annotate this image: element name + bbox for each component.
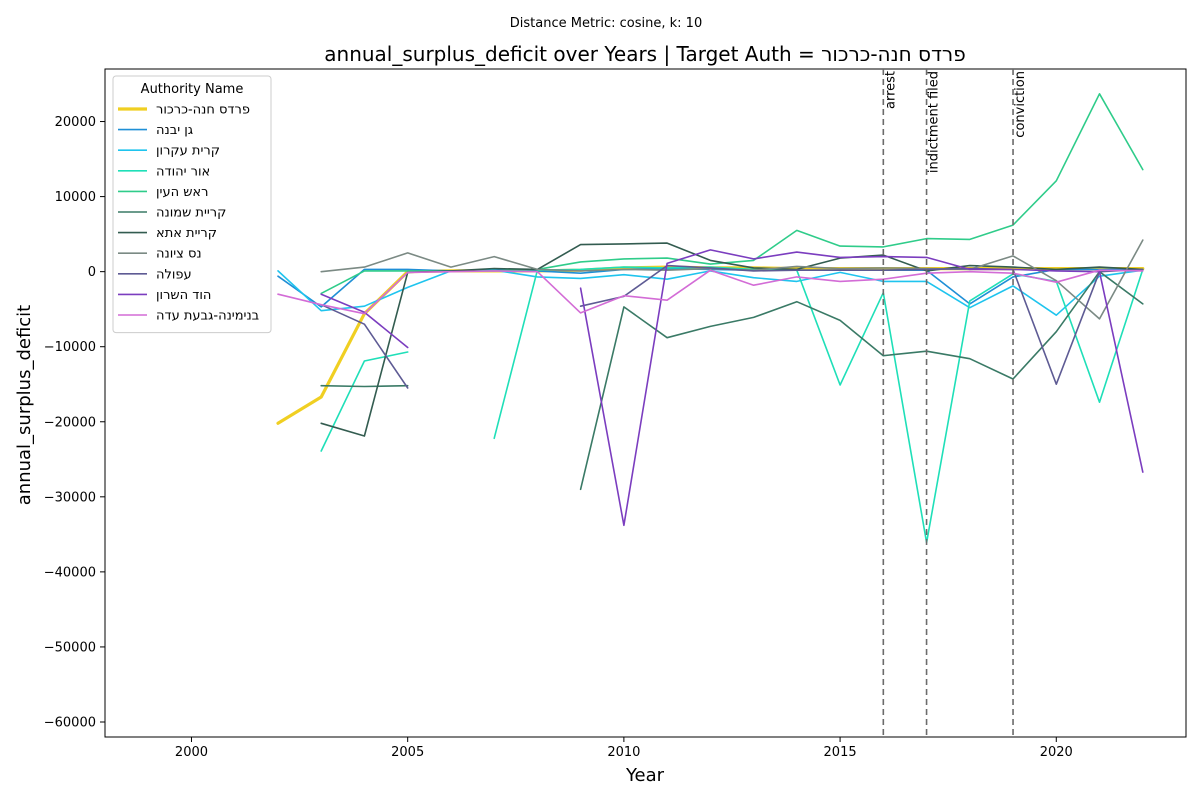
y-tick-label: −20000	[44, 415, 96, 430]
y-axis-label: annual_surplus_deficit	[14, 305, 35, 505]
axes-frame	[104, 68, 1187, 738]
plot-area: 2000 2005 2010 2015 2020 −60000 −50000 −40000 −3…	[44, 68, 1187, 760]
legend-entry: קריית אתא	[156, 226, 217, 241]
legend-entry: פרדס חנה-כרכור	[156, 103, 250, 118]
event-label: indictment filed	[927, 71, 942, 173]
legend-entry: הוד השרון	[156, 288, 211, 303]
event-label: conviction	[1013, 71, 1028, 138]
legend-title: Authority Name	[141, 82, 244, 97]
y-tick-label: −30000	[44, 490, 96, 505]
x-tick-label: 2005	[391, 745, 424, 760]
event-label: arrest	[883, 71, 898, 109]
legend-entry: עפולה	[156, 267, 192, 282]
legend-entry: נס ציונה	[156, 247, 202, 262]
y-tick-label: −10000	[44, 340, 96, 355]
legend: Authority Name פרדס חנה-כרכור גן יבנה קרית …	[112, 75, 272, 334]
y-tick-label: −50000	[44, 640, 96, 655]
series-line	[320, 351, 409, 452]
y-tick-label: −40000	[44, 565, 96, 580]
series-line	[320, 303, 409, 389]
series-line	[579, 270, 1144, 491]
legend-entry: אור יהודה	[156, 164, 210, 179]
series-line	[320, 384, 409, 388]
series-line	[320, 242, 1144, 437]
suptitle: Distance Metric: cosine, k: 10	[510, 16, 702, 31]
series-line	[277, 269, 1144, 315]
y-tick-label: 20000	[55, 115, 96, 130]
series-line	[320, 293, 409, 349]
x-tick-label: 2020	[1040, 745, 1073, 760]
y-tick-label: −60000	[44, 715, 96, 730]
legend-entry: בנימינה-גבעת עדה	[156, 309, 259, 324]
legend-entry: ראש העין	[156, 185, 208, 200]
chart-title: annual_surplus_deficit over Years | Targ…	[324, 42, 965, 66]
legend-entry: גן יבנה	[156, 123, 193, 138]
y-tick-label: 0	[88, 265, 96, 280]
x-tick-label: 2010	[607, 745, 640, 760]
series-line	[579, 249, 1144, 527]
legend-box	[112, 75, 272, 334]
legend-entry: קרית עקרון	[156, 144, 220, 159]
y-tick-label: 10000	[55, 190, 96, 205]
legend-entry: קריית שמונה	[156, 206, 226, 221]
series-line	[320, 239, 1144, 320]
x-tick-label: 2000	[175, 745, 208, 760]
x-axis-label: Year	[625, 765, 665, 786]
series-line	[579, 264, 1144, 385]
x-tick-label: 2015	[824, 745, 857, 760]
